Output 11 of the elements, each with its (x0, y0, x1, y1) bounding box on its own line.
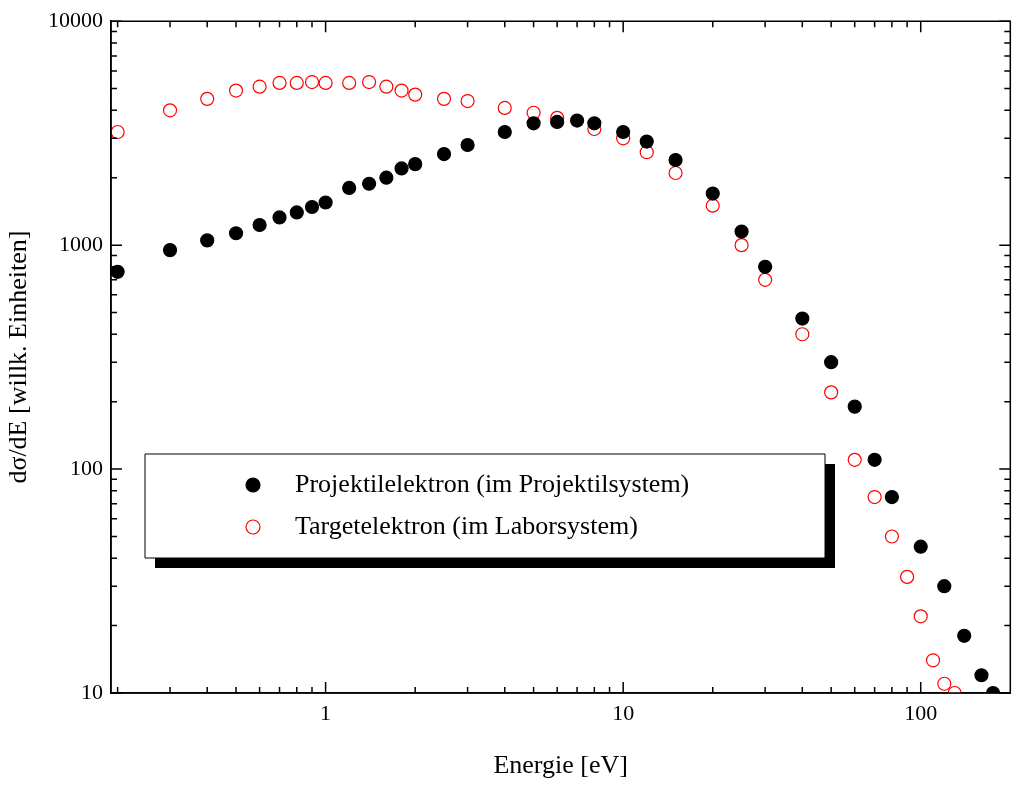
legend-label: Targetelektron (im Laborsystem) (295, 510, 638, 540)
x-axis-title: Energie [eV] (493, 750, 628, 780)
x-tick-label: 1 (320, 699, 332, 725)
y-tick-label: 10000 (48, 6, 103, 32)
y-axis-title: dσ/dE [willk. Einheiten] (3, 230, 33, 484)
x-tick-label: 10 (612, 699, 635, 725)
y-tick-label: 10 (81, 678, 103, 704)
legend-label: Projektilelektron (im Projektilsystem) (295, 468, 690, 498)
y-tick-label: 100 (70, 454, 103, 480)
y-tick-label: 1000 (59, 230, 103, 256)
x-tick-label: 100 (904, 699, 938, 725)
